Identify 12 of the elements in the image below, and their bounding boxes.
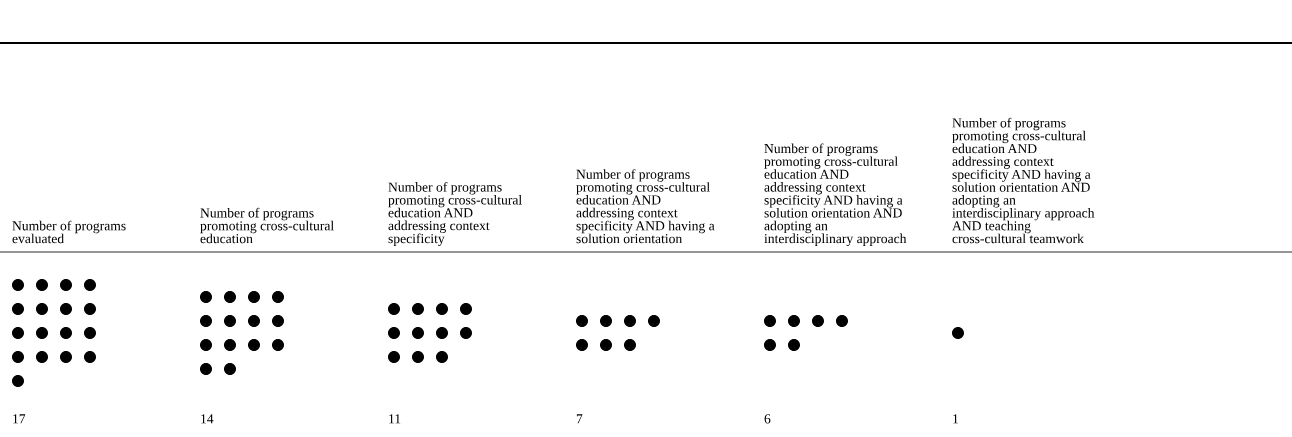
data-label: 6 [764, 414, 771, 424]
category-label: Number of programs evaluated [12, 220, 126, 244]
category-label: Number of programs promoting cross-cultural education [200, 207, 334, 244]
data-label: 14 [201, 414, 214, 424]
category-label: Number of programs promoting cross-cultural education AND addressing context specificity AND having a solution orientation AND adopting an interdisciplinary approach [764, 143, 907, 246]
data-label: 7 [576, 414, 583, 424]
category-label: Number of programs promoting cross-cultural education AND addressing context specificity [388, 181, 522, 246]
data-label: 1 [953, 414, 958, 424]
data-label: 17 [13, 414, 26, 424]
data-label: 11 [389, 414, 401, 424]
category-label: Number of programs promoting cross-cultural education AND addressing context specificity AND having a solution orientation AND adopting an interdisciplinary approach AND teaching cross-cultural teamwork [952, 117, 1095, 244]
category-label: Number of programs promoting cross-cultural education AND addressing context specificity AND having a solution orientation [576, 169, 715, 244]
